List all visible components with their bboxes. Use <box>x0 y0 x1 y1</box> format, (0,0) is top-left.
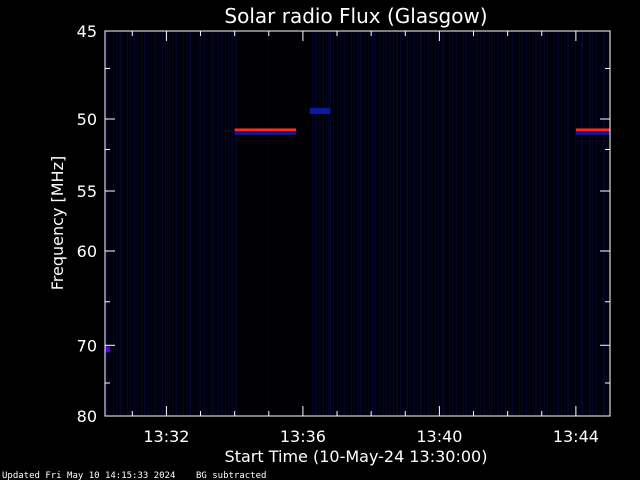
bg-subtracted-note: BG subtracted <box>196 471 266 480</box>
plot-noise-texture-2 <box>105 31 610 416</box>
y-tick-label: 60 <box>77 242 97 261</box>
x-axis-label: Start Time (10-May-24 13:30:00) <box>225 447 488 466</box>
y-axis-label: Frequency [MHz] <box>48 156 67 290</box>
interference-line-2-shadow <box>575 131 610 135</box>
updated-timestamp: Updated Fri May 10 14:15:33 2024 <box>2 471 175 480</box>
y-tick-label: 50 <box>77 110 97 129</box>
signal-features <box>105 108 610 353</box>
dark-band <box>238 31 310 416</box>
plot-frame <box>104 30 611 417</box>
x-tick-label: 13:40 <box>416 427 462 446</box>
axes: 45 50 55 60 70 80 13:32 13:36 13:40 13:44 <box>77 22 611 446</box>
chart-title: Solar radio Flux (Glasgow) <box>224 4 487 28</box>
interference-line-1-shadow <box>234 131 297 135</box>
y-tick-label: 80 <box>77 407 97 426</box>
blob-mid <box>309 108 331 114</box>
x-tick-label: 13:32 <box>143 427 189 446</box>
y-tick-label: 55 <box>77 182 97 201</box>
y-tick-label: 70 <box>77 336 97 355</box>
x-tick-label: 13:36 <box>280 427 326 446</box>
x-tick-label: 13:44 <box>553 427 599 446</box>
interference-line-2 <box>575 128 610 132</box>
y-tick-label: 45 <box>77 22 97 41</box>
blob-left <box>105 346 111 353</box>
interference-line-1 <box>234 128 297 132</box>
plot-area <box>105 31 610 416</box>
